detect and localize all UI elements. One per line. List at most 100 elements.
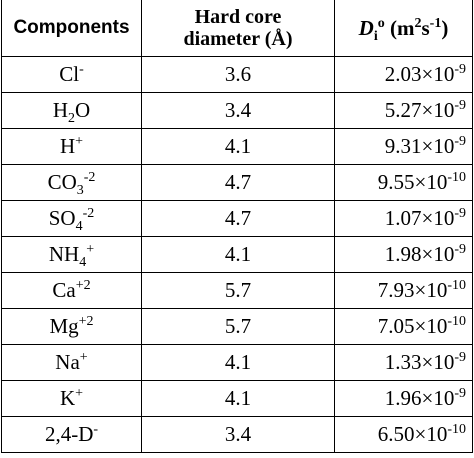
table-row: H+ 4.1 9.31×10-9 <box>1 128 473 165</box>
text-sup: -9 <box>454 242 466 257</box>
text-text: K <box>59 386 76 410</box>
table-cell: 9.31×10-9 <box>334 128 473 165</box>
table-cell: SO4-2 <box>1 200 142 237</box>
text-sup: + <box>75 134 84 149</box>
table-cell: Ca+2 <box>1 272 142 309</box>
table-row: Ca+2 5.7 7.93×10-10 <box>1 272 473 309</box>
text-sub: 4 <box>79 255 87 271</box>
text-text: Mg <box>49 314 79 338</box>
table-cell: H2O <box>1 92 142 129</box>
text-text: 9.55×10 <box>377 170 448 194</box>
text-sup: o <box>377 16 385 31</box>
table-cell: H+ <box>1 128 142 165</box>
text-sup: -9 <box>454 98 466 113</box>
text-text: 6.50×10 <box>377 422 448 446</box>
table-cell: 1.07×10-9 <box>334 200 473 237</box>
text-sup: -10 <box>447 278 466 293</box>
text-text: Hard core diameter (Å) <box>183 6 293 50</box>
table-cell: 5.7 <box>141 308 335 345</box>
text-text: H <box>59 134 76 158</box>
text-text: 2,4-D <box>44 422 94 446</box>
table-cell: 7.93×10-10 <box>334 272 473 309</box>
text-sup: -9 <box>454 386 466 401</box>
text-text: 1.98×10 <box>384 242 455 266</box>
table-cell: 1.98×10-9 <box>334 236 473 273</box>
text-sup: -9 <box>454 206 466 221</box>
text-sub: i <box>373 29 378 45</box>
table-cell: 1.96×10-9 <box>334 380 473 417</box>
text-text: Components <box>13 17 130 38</box>
text-sup: -2 <box>82 206 95 221</box>
text-text: ) <box>441 16 449 40</box>
text-text: H <box>52 98 68 122</box>
text-text: 1.07×10 <box>384 206 455 230</box>
text-text: CO <box>47 170 77 194</box>
table-cell: 4.1 <box>141 236 335 273</box>
table-cell: 7.05×10-10 <box>334 308 473 345</box>
text-sup: + <box>75 386 84 401</box>
text-sup: -9 <box>454 134 466 149</box>
text-text: 1.33×10 <box>384 350 455 374</box>
table-cell: NH4+ <box>1 236 142 273</box>
table-row: H2O 3.4 5.27×10-9 <box>1 92 473 129</box>
text-text: s <box>421 16 430 40</box>
header-cell: Hard core diameter (Å) <box>141 0 335 57</box>
header-cell: Components <box>1 0 142 57</box>
table-cell: Mg+2 <box>1 308 142 345</box>
text-sup: - <box>93 422 99 437</box>
text-text: 2.03×10 <box>384 62 455 86</box>
table-row: 2,4-D- 3.4 6.50×10-10 <box>1 416 473 453</box>
text-sup: -10 <box>447 314 466 329</box>
text-sub: 3 <box>76 183 84 199</box>
text-text: O <box>75 98 91 122</box>
table-cell: 5.27×10-9 <box>334 92 473 129</box>
text-text: Na <box>55 350 80 374</box>
text-sup: +2 <box>78 314 94 329</box>
header-cell: Dio (m2s-1) <box>334 0 473 57</box>
table-cell: 5.7 <box>141 272 335 309</box>
table-cell: 4.7 <box>141 200 335 237</box>
table-cell: 3.6 <box>141 56 335 93</box>
text-text: SO <box>48 206 76 230</box>
table-cell: 4.1 <box>141 380 335 417</box>
table-cell: Cl- <box>1 56 142 93</box>
table-cell: 3.4 <box>141 92 335 129</box>
table-cell: 3.4 <box>141 416 335 453</box>
text-sup: -1 <box>429 16 442 31</box>
text-text: 5.27×10 <box>384 98 455 122</box>
table-row: Na+ 4.1 1.33×10-9 <box>1 344 473 381</box>
table-row: CO3-2 4.7 9.55×10-10 <box>1 164 473 201</box>
text-sub: 2 <box>68 111 75 127</box>
text-text: 9.31×10 <box>384 134 455 158</box>
text-sup: -2 <box>83 170 96 185</box>
table-row: Mg+2 5.7 7.05×10-10 <box>1 308 473 345</box>
text-sup: + <box>79 350 88 365</box>
table-row: K+ 4.1 1.96×10-9 <box>1 380 473 417</box>
text-text: 7.05×10 <box>377 314 448 338</box>
table-cell: 9.55×10-10 <box>334 164 473 201</box>
text-sup: 2 <box>414 16 422 31</box>
text-text: Cl <box>59 62 80 86</box>
text-text: 7.93×10 <box>377 278 448 302</box>
table-cell: 6.50×10-10 <box>334 416 473 453</box>
table-row: Cl- 3.6 2.03×10-9 <box>1 56 473 93</box>
table-cell: 4.1 <box>141 344 335 381</box>
text-sub: 4 <box>75 219 83 235</box>
text-sup: +2 <box>75 278 91 293</box>
table-body: Cl- 3.6 2.03×10-9 H2O 3.4 5.27×10-9 H+ 4.1 9.31×… <box>1 56 473 453</box>
text-sup: -10 <box>447 422 466 437</box>
header-row: Components Hard core diameter (Å) Dio (m2s… <box>1 0 473 57</box>
table-cell: CO3-2 <box>1 164 142 201</box>
text-italic: D <box>358 16 374 40</box>
table-cell: 1.33×10-9 <box>334 344 473 381</box>
text-text: Ca <box>52 278 76 302</box>
text-text: NH <box>48 242 80 266</box>
table-cell: Na+ <box>1 344 142 381</box>
text-sup: -9 <box>454 350 466 365</box>
text-sup: -10 <box>447 170 466 185</box>
table-cell: 4.1 <box>141 128 335 165</box>
text-text: (m <box>384 16 415 40</box>
